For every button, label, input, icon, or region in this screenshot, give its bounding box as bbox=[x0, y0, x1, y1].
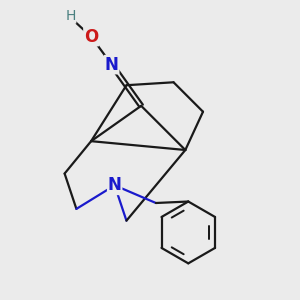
Text: N: N bbox=[105, 56, 119, 74]
Text: O: O bbox=[84, 28, 98, 46]
Text: N: N bbox=[108, 176, 122, 194]
Text: H: H bbox=[65, 9, 76, 23]
